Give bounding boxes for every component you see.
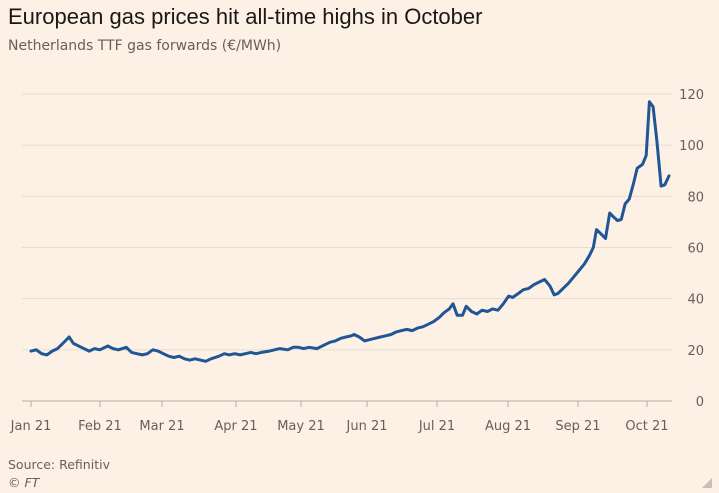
y-tick-label: 120 [679,88,704,103]
x-axis [22,400,672,407]
x-tick-label: Oct 21 [625,419,668,434]
x-tick-label: Jul 21 [418,419,455,434]
x-axis-tick-labels: Jan 21 Feb 21 Mar 21 Apr 21 May 21 Jun 21 Jul … [10,419,669,434]
ft-credit: © FT [8,475,40,490]
y-tick-label: 40 [687,293,704,308]
y-tick-label: 0 [696,395,704,410]
x-tick-label: May 21 [277,419,325,434]
x-tick-label: Sep 21 [555,419,600,434]
source-note: Source: Refinitiv [8,457,110,472]
y-tick-label: 20 [687,344,704,359]
chart-subtitle: Netherlands TTF gas forwards (€/MWh) [8,38,282,54]
y-tick-label: 80 [687,190,704,205]
series [29,100,671,363]
y-tick-label: 60 [687,242,704,257]
gridlines [22,93,672,351]
x-tick-label: Mar 21 [139,419,184,434]
y-axis-tick-labels: 0 20 40 60 80 100 120 [679,88,704,410]
resize-handle-icon [702,478,712,488]
x-tick-label: Feb 21 [78,419,122,434]
series-line-ttf [29,100,671,363]
y-tick-label: 100 [679,139,704,154]
x-tick-label: Aug 21 [485,419,531,434]
x-tick-label: Jan 21 [10,419,52,434]
x-tick-label: Jun 21 [346,419,388,434]
x-tick-label: Apr 21 [214,419,257,434]
chart-title: European gas prices hit all-time highs i… [8,4,483,29]
